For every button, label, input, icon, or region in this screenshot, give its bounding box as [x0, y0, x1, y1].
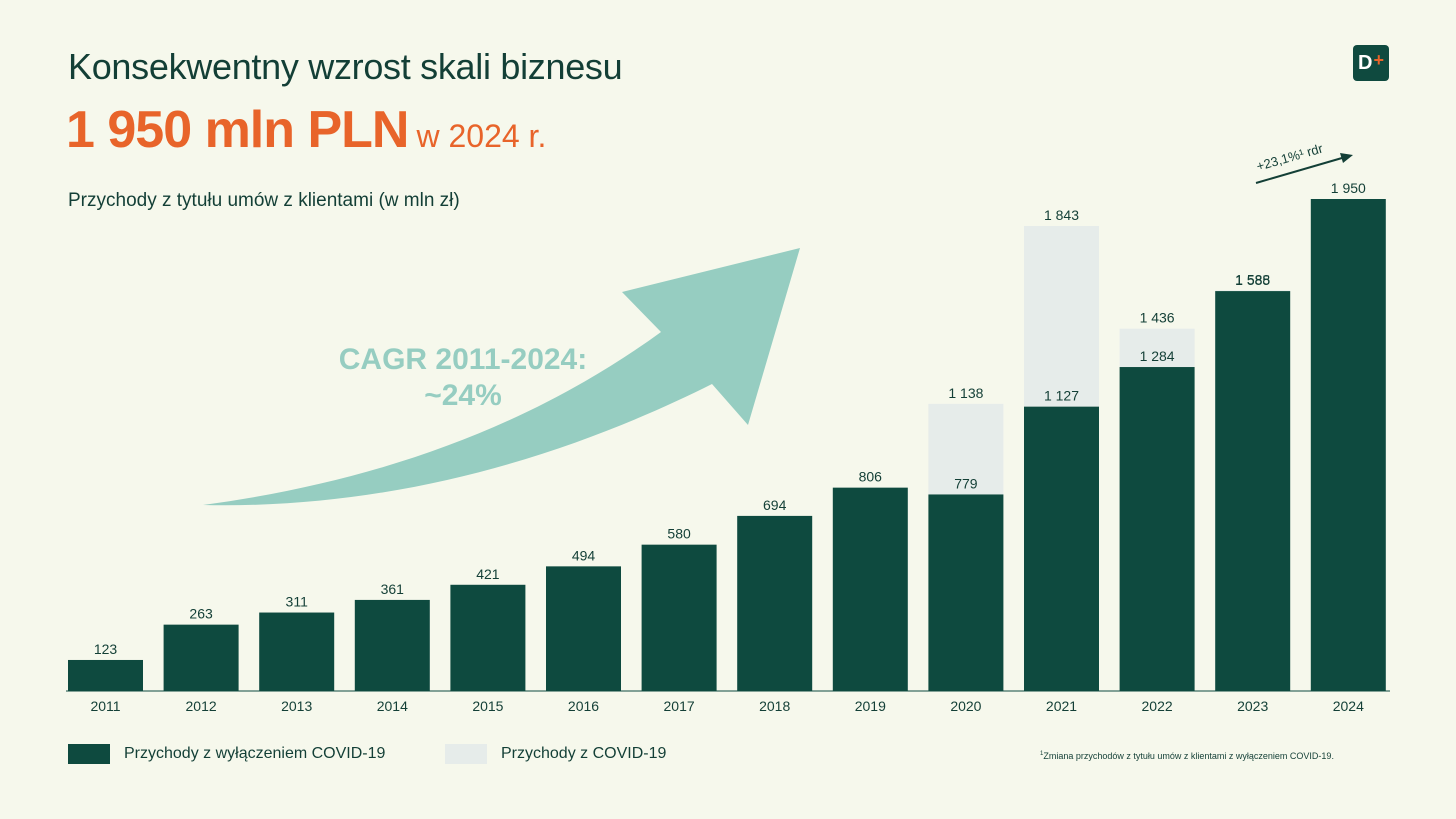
- cagr-line1: CAGR 2011-2024:: [338, 343, 588, 376]
- growth-label: +23,1%¹ rdr: [1255, 140, 1325, 173]
- value-label-2013: 311: [286, 594, 309, 610]
- legend-label-base: Przychody z wyłączeniem COVID-19: [124, 745, 386, 762]
- headline-suffix: w 2024 r.: [416, 118, 547, 154]
- legend-swatch-base: [68, 744, 110, 764]
- value-label-2012: 263: [189, 606, 213, 622]
- value-label-2014: 361: [381, 581, 405, 597]
- bar-covid-2020: [928, 403, 1004, 495]
- bar-covid-2022: [1119, 328, 1195, 368]
- x-tick-label-2021: 2021: [1046, 698, 1077, 714]
- legend-swatch-covid: [445, 744, 487, 764]
- headline: 1 950 mln PLN w 2024 r.: [66, 100, 546, 160]
- labels-group: 123 2011 263 2012 311 2013 361 2014 421 2015 494 20…: [90, 180, 1366, 714]
- cagr-annotation: CAGR 2011-2024: ~24%: [318, 342, 608, 414]
- x-tick-label-2014: 2014: [377, 698, 408, 714]
- bar-base-2014: [354, 599, 430, 691]
- bar-base-2015: [450, 584, 526, 691]
- bar-base-2021: [1024, 406, 1099, 691]
- bar-base-2018: [737, 515, 813, 691]
- page-title: Konsekwentny wzrost skali biznesu: [68, 46, 623, 87]
- base-label-2020: 779: [954, 475, 978, 491]
- logo-letter: D: [1358, 51, 1373, 74]
- bar-base-2024: [1310, 199, 1386, 691]
- x-tick-label-2017: 2017: [664, 698, 695, 714]
- bars-group: [66, 199, 1390, 692]
- value-label-2016: 494: [572, 547, 596, 563]
- value-label-2015: 421: [476, 566, 500, 582]
- bar-covid-2023: [1215, 290, 1291, 292]
- x-tick-label-2018: 2018: [759, 698, 790, 714]
- x-tick-label-2011: 2011: [90, 698, 120, 714]
- value-label-2011: 123: [94, 641, 118, 657]
- total-label-2023: 1 588: [1235, 271, 1270, 287]
- cagr-arrow: [203, 248, 800, 506]
- value-label-2019: 806: [859, 469, 883, 485]
- x-tick-label-2012: 2012: [186, 698, 217, 714]
- bar-base-2020: [928, 494, 1004, 691]
- chart-subtitle: Przychody z tytułu umów z klientami (w m…: [68, 190, 460, 211]
- x-tick-label-2020: 2020: [950, 698, 981, 714]
- bar-base-2017: [641, 544, 717, 691]
- footnote: 1Zmiana przychodów z tytułu umów z klien…: [1040, 751, 1334, 761]
- x-tick-label-2016: 2016: [568, 698, 599, 714]
- x-tick-label-2022: 2022: [1142, 698, 1173, 714]
- growth-arrow-line: [1255, 157, 1343, 184]
- base-label-2022: 1 284: [1140, 348, 1175, 364]
- value-label-2018: 694: [763, 497, 787, 513]
- growth-annotation: +23,1%¹ rdr: [1255, 140, 1353, 184]
- base-label-2023: 1 585: [1235, 272, 1270, 288]
- legend-item-base: Przychody z wyłączeniem COVID-19: [68, 744, 385, 764]
- cagr-line2: ~24%: [424, 379, 502, 412]
- bar-base-2011: [68, 659, 143, 691]
- total-label-2021: 1 843: [1044, 207, 1079, 223]
- total-label-2022: 1 436: [1140, 310, 1175, 326]
- legend-item-covid: Przychody z COVID-19: [445, 744, 666, 764]
- logo: D +: [1353, 45, 1389, 81]
- bar-covid-2021: [1024, 225, 1099, 407]
- bar-base-2012: [163, 624, 239, 691]
- footnote-mark: 1: [1040, 751, 1044, 757]
- growth-arrow-head: [1340, 153, 1353, 163]
- x-tick-label-2013: 2013: [281, 698, 312, 714]
- bar-base-2019: [832, 487, 908, 691]
- bar-base-2022: [1119, 367, 1195, 691]
- value-label-2017: 580: [667, 526, 691, 542]
- bar-base-2023: [1215, 291, 1291, 691]
- bar-base-2013: [259, 612, 335, 691]
- logo-plus: +: [1373, 49, 1384, 70]
- x-tick-label-2024: 2024: [1333, 698, 1364, 714]
- x-tick-label-2015: 2015: [472, 698, 503, 714]
- total-label-2020: 1 138: [948, 385, 983, 401]
- headline-value: 1 950 mln PLN: [66, 101, 409, 159]
- value-label-2024: 1 950: [1331, 180, 1366, 196]
- footnote-text: Zmiana przychodów z tytułu umów z klient…: [1043, 751, 1334, 761]
- x-tick-label-2019: 2019: [855, 698, 886, 714]
- legend-label-covid: Przychody z COVID-19: [501, 745, 667, 762]
- base-label-2021: 1 127: [1044, 388, 1079, 404]
- x-tick-label-2023: 2023: [1237, 698, 1268, 714]
- bar-base-2016: [546, 566, 621, 691]
